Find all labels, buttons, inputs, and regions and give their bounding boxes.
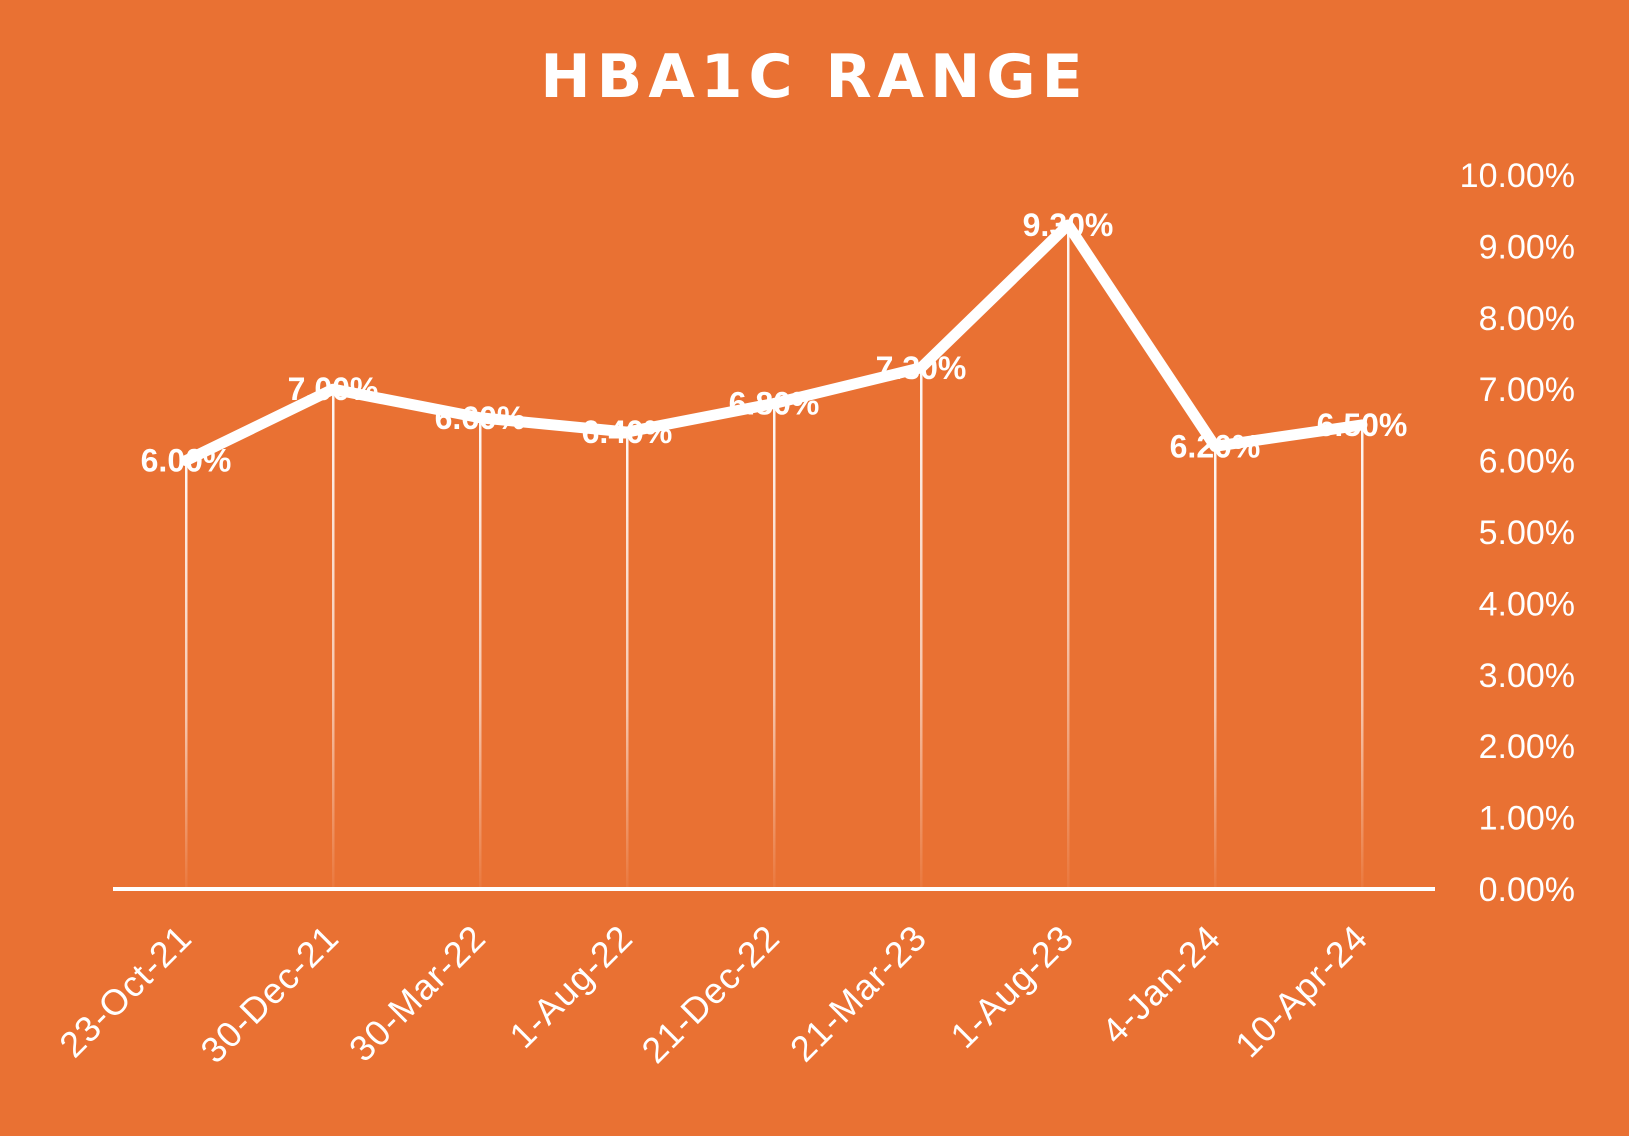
y-tick-label: 2.00%	[1479, 728, 1575, 766]
x-tick-label: 1-Aug-23	[942, 917, 1081, 1056]
y-tick-label: 7.00%	[1479, 371, 1575, 409]
y-tick-label: 9.00%	[1479, 228, 1575, 266]
data-label: 6.50%	[1317, 407, 1408, 443]
y-tick-label: 6.00%	[1479, 443, 1575, 481]
data-labels: 6.00% 7.00% 6.60% 6.40% 6.80% 7.30% 9.30% 6.20%…	[141, 207, 1408, 479]
y-tick-label: 1.00%	[1479, 800, 1575, 838]
y-tick-label: 8.00%	[1479, 300, 1575, 338]
chart-title: HBA1C RANGE	[540, 42, 1089, 112]
drop-line	[1361, 424, 1364, 889]
y-tick-label: 10.00%	[1460, 157, 1575, 195]
data-label: 6.00%	[141, 443, 232, 479]
x-tick-label: 30-Mar-22	[341, 917, 494, 1070]
data-label: 9.30%	[1023, 207, 1114, 243]
y-tick-label: 5.00%	[1479, 514, 1575, 552]
drop-line	[626, 432, 629, 889]
data-label: 7.30%	[876, 350, 967, 386]
y-tick-label: 3.00%	[1479, 657, 1575, 695]
data-label: 7.00%	[288, 371, 379, 407]
x-tick-label: 4-Jan-24	[1094, 917, 1229, 1052]
x-tick-label: 1-Aug-22	[501, 917, 640, 1056]
drop-line	[332, 389, 335, 889]
x-tick-label: 21-Mar-23	[782, 917, 935, 1070]
drop-line	[773, 403, 776, 889]
data-label: 6.40%	[582, 414, 673, 450]
data-label: 6.20%	[1170, 428, 1261, 464]
y-tick-label: 4.00%	[1479, 585, 1575, 623]
drop-line	[920, 367, 923, 889]
drop-line	[1067, 224, 1070, 890]
x-tick-label: 21-Dec-22	[633, 917, 787, 1071]
x-tick-label: 10-Apr-24	[1227, 917, 1376, 1066]
series-line	[180, 219, 1368, 467]
x-tick-label: 23-Oct-21	[51, 917, 200, 1066]
x-tick-label: 30-Dec-21	[192, 917, 346, 1071]
drop-line	[479, 417, 482, 889]
data-label: 6.80%	[729, 385, 820, 421]
y-tick-label: 0.00%	[1479, 871, 1575, 909]
drop-line	[185, 460, 188, 889]
drop-lines	[185, 224, 1364, 890]
drop-line	[1214, 446, 1217, 889]
data-label: 6.60%	[435, 400, 526, 436]
y-axis-ticks: 0.00% 1.00% 2.00% 3.00% 4.00% 5.00% 6.00% 7.00%…	[1460, 157, 1575, 909]
